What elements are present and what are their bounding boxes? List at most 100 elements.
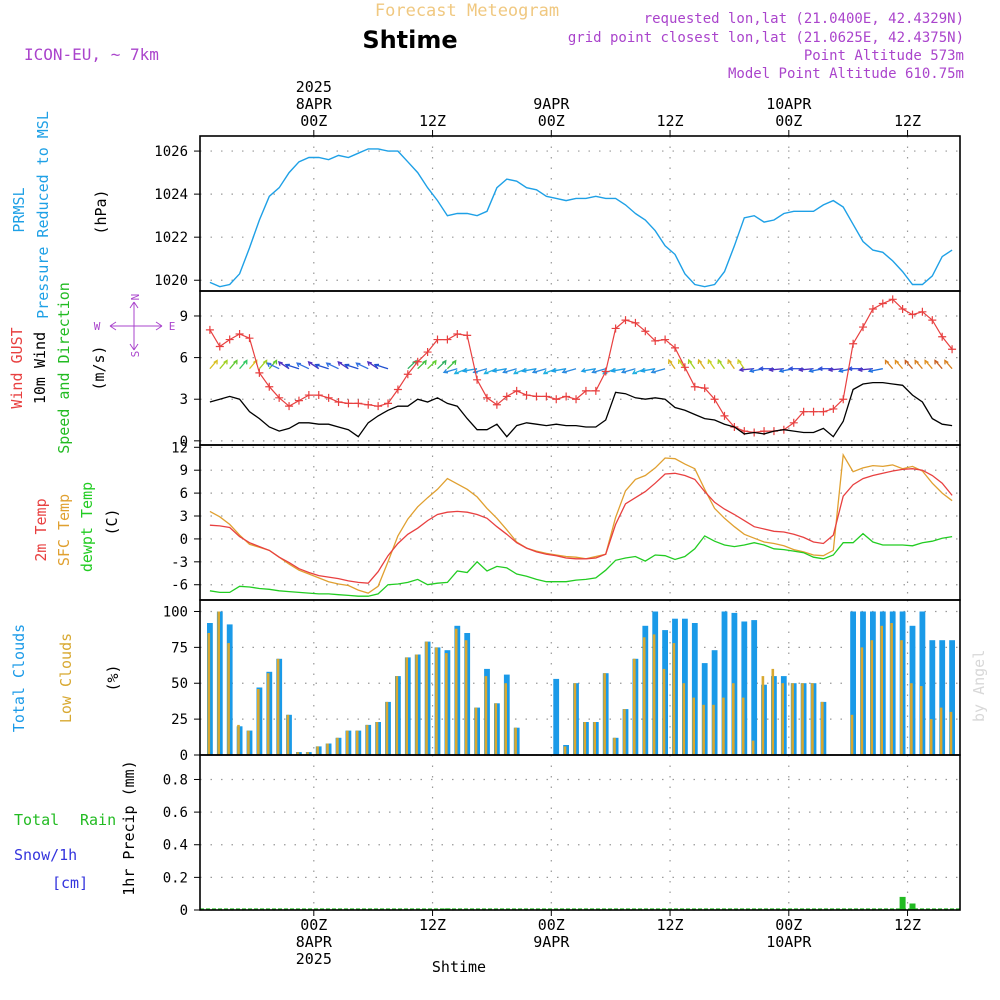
low-cloud-bar bbox=[722, 697, 725, 755]
wind-gust-marker bbox=[938, 332, 947, 341]
wind-arrow-head bbox=[944, 359, 949, 365]
wind-arrow-head bbox=[914, 359, 919, 365]
low-cloud-bar bbox=[623, 709, 626, 755]
snow-unit-label: [cm] bbox=[52, 874, 88, 892]
panel-frame bbox=[199, 290, 961, 446]
wind-arrow-head bbox=[422, 359, 427, 365]
low-cloud-bar bbox=[870, 640, 874, 755]
time-tick-label: 00Z bbox=[538, 916, 565, 934]
cloud-unit-label: (%) bbox=[104, 664, 122, 691]
model-label: ICON-EU, ~ 7km bbox=[24, 45, 159, 64]
low-cloud-bar bbox=[415, 654, 418, 755]
wind-gust-marker bbox=[898, 305, 907, 314]
time-tick-label: 9APR bbox=[533, 95, 570, 113]
wind-gust-marker bbox=[918, 307, 927, 316]
wind-gust-marker bbox=[235, 330, 244, 339]
wind-gust-marker bbox=[859, 323, 868, 332]
wind-gust-marker bbox=[542, 392, 551, 401]
y-tick-label: 0.8 bbox=[163, 772, 188, 788]
temp-panel-labels: 2m Temp SFC Temp dewpt Temp (C) bbox=[32, 482, 121, 572]
total-cloud-bar bbox=[741, 621, 748, 755]
wind-gust-marker bbox=[344, 399, 353, 408]
wind-gust-marker bbox=[849, 339, 858, 348]
wind-arrow-head bbox=[631, 369, 638, 375]
precip-panel-labels: Total Rain Snow/1h [cm] 1hr Precip (mm) bbox=[14, 760, 138, 895]
low-cloud-bar bbox=[613, 737, 616, 755]
wind-gust-marker bbox=[384, 399, 393, 408]
wind-gust-marker bbox=[661, 335, 670, 344]
wind-direction-label: Speed and Direction bbox=[55, 282, 73, 454]
grid-lonlat: grid point closest lon,lat (21.0625E, 42… bbox=[568, 30, 964, 46]
wind-arrow-head bbox=[262, 359, 268, 365]
time-tick-label: 12Z bbox=[894, 112, 921, 130]
low-cloud-bar bbox=[257, 689, 260, 755]
low-cloud-bar bbox=[751, 740, 755, 755]
snow-label: Snow/1h bbox=[14, 846, 77, 864]
time-tick-label: 10APR bbox=[766, 95, 812, 113]
wind-gust-marker bbox=[809, 407, 818, 416]
wind-arrow-head bbox=[668, 358, 673, 365]
wind-gust-marker bbox=[789, 418, 798, 427]
y-tick-label: 1022 bbox=[154, 230, 188, 246]
low-cloud-bar bbox=[929, 719, 933, 755]
t2m-label: 2m Temp bbox=[32, 498, 50, 561]
wind-arrow-head bbox=[366, 360, 372, 366]
low-cloud-bar bbox=[336, 737, 339, 755]
wind-gust-marker bbox=[562, 392, 571, 401]
wind-gust-marker bbox=[829, 404, 838, 413]
panel-frame bbox=[199, 135, 961, 292]
wind-gust-marker bbox=[948, 345, 957, 354]
low-cloud-bar bbox=[900, 640, 903, 755]
wind-arrow-head bbox=[223, 359, 228, 365]
low-cloud-bar bbox=[692, 697, 695, 755]
wind-gust-marker bbox=[532, 392, 541, 401]
low-cloud-bar bbox=[672, 643, 676, 755]
wind-arrow-head bbox=[580, 367, 586, 373]
wind-arrow bbox=[611, 368, 626, 372]
total-cloud-bar bbox=[721, 611, 728, 755]
y-tick-label: 9 bbox=[180, 463, 188, 479]
wind-arrow bbox=[374, 364, 389, 370]
panel-3: -6 -3 0 3 6 9 12 bbox=[171, 440, 960, 600]
time-tick-label: 00Z bbox=[775, 112, 802, 130]
wind-arrow-head bbox=[838, 368, 844, 373]
wind-arrow bbox=[651, 368, 666, 374]
panel-frame bbox=[199, 754, 961, 911]
wind-gust-marker bbox=[611, 324, 620, 333]
wind-gust-marker bbox=[374, 402, 383, 411]
wind-gust-marker bbox=[572, 395, 581, 404]
wind-gust-marker bbox=[621, 316, 630, 325]
wind-gust-marker bbox=[502, 392, 511, 401]
requested-lonlat: requested lon,lat (21.0400E, 42.4329N) bbox=[644, 11, 964, 27]
wind-arrow-head bbox=[677, 358, 683, 365]
total-clouds-label: Total Clouds bbox=[10, 624, 28, 732]
low-cloud-bar bbox=[860, 647, 864, 755]
time-tick-label: 12Z bbox=[419, 112, 446, 130]
time-tick-label: 12Z bbox=[419, 916, 446, 934]
compass-rose: N S W E bbox=[94, 294, 176, 358]
total-cloud-bar bbox=[751, 620, 758, 755]
wind-gust-marker bbox=[522, 391, 531, 400]
wind-gust-marker bbox=[433, 335, 442, 344]
total-cloud-bar bbox=[711, 650, 718, 755]
total-cloud-bar bbox=[919, 611, 926, 755]
wind-arrow-head bbox=[325, 362, 331, 368]
y-tick-label: 3 bbox=[180, 392, 188, 408]
wind-arrow-head bbox=[243, 359, 248, 365]
wind-arrow bbox=[443, 368, 458, 374]
y-tick-label: -3 bbox=[171, 555, 188, 571]
low-cloud-bar bbox=[435, 647, 438, 755]
model-point-altitude: Model Point Altitude 610.75m bbox=[728, 66, 964, 82]
wind-arrow bbox=[592, 368, 606, 374]
wind-arrow bbox=[641, 368, 656, 372]
low-cloud-bar bbox=[445, 653, 448, 755]
low-cloud-bar bbox=[662, 668, 666, 755]
low-cloud-bar bbox=[593, 722, 596, 755]
wind-gust-marker bbox=[215, 342, 224, 351]
wind-gust-marker bbox=[651, 336, 660, 345]
precip-bar bbox=[909, 903, 916, 910]
wind-arrow-head bbox=[483, 369, 489, 375]
wind-arrow-head bbox=[442, 368, 449, 374]
low-cloud-bar bbox=[296, 752, 300, 755]
wind-arrow-head bbox=[639, 367, 646, 373]
